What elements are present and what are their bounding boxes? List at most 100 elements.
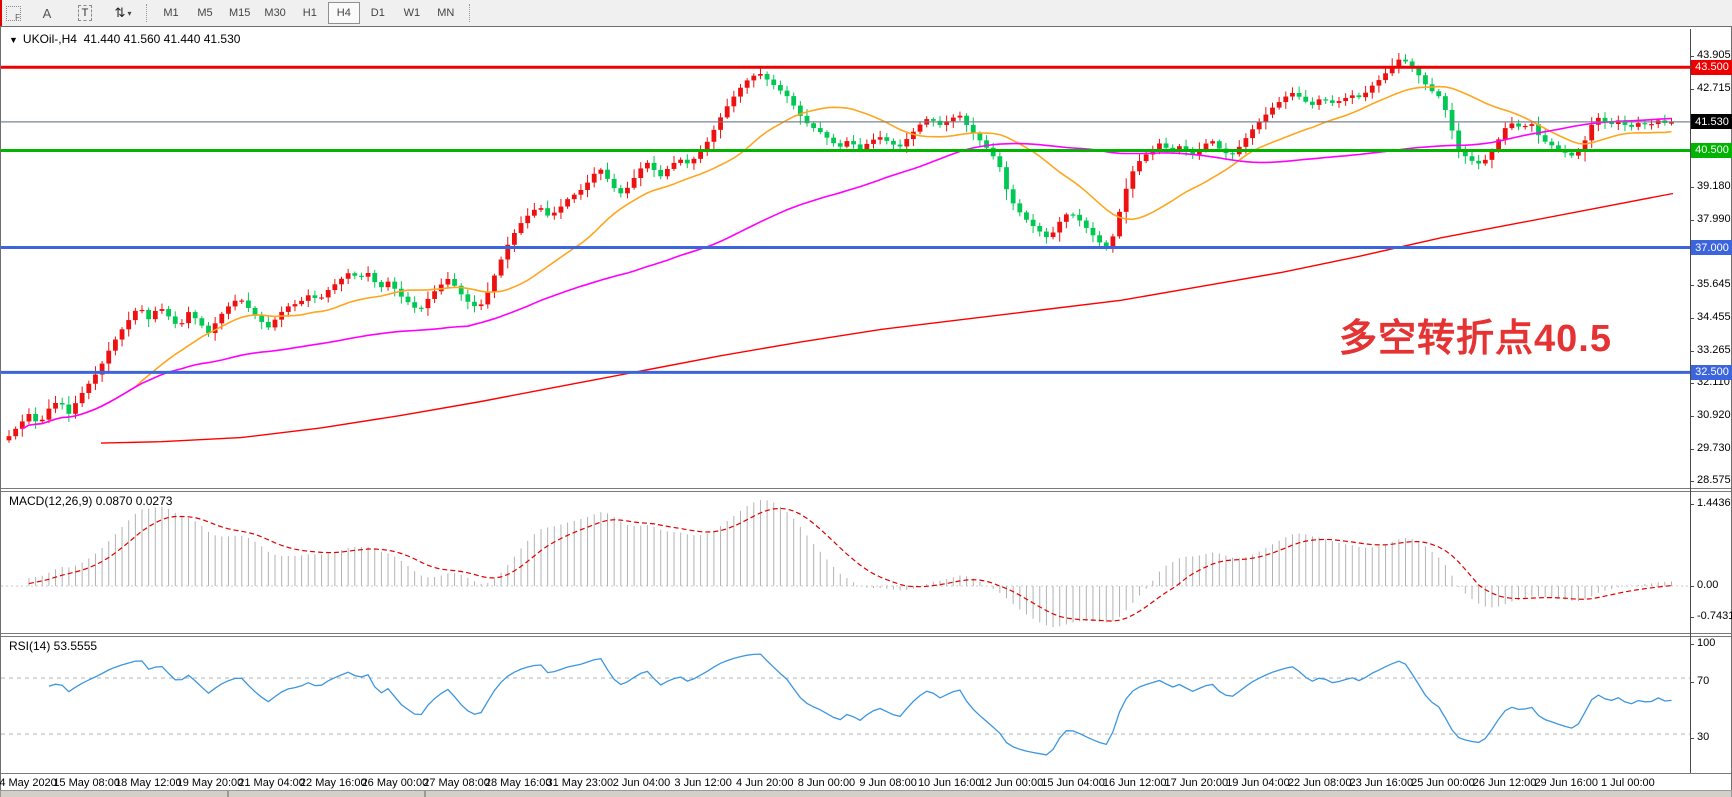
ma-slow-line xyxy=(100,192,1674,444)
price-badge-37.000: 37.000 xyxy=(1691,240,1732,256)
timeframe-h4-button[interactable]: H4 xyxy=(327,2,360,24)
price-tick: 30.920 xyxy=(1697,409,1731,422)
tick-mark xyxy=(1690,56,1694,57)
chevron-down-icon: ▾ xyxy=(127,8,132,18)
tick-mark xyxy=(1690,89,1694,90)
timeframe-m1-button[interactable]: M1 xyxy=(163,7,179,19)
timeframe-d1-button[interactable]: D1 xyxy=(370,7,385,19)
macd-tick: 0.00 xyxy=(1697,579,1719,591)
price-axis-line xyxy=(1690,29,1691,773)
date-label: 18 May 12:00 xyxy=(114,777,182,789)
date-label: 10 Jun 16:00 xyxy=(917,777,982,789)
timeframe-mn-button[interactable]: MN xyxy=(437,7,455,19)
date-label: 12 Jun 00:00 xyxy=(979,777,1044,789)
rsi-tick: 30 xyxy=(1697,731,1710,743)
tick-mark xyxy=(1690,285,1694,287)
candlesticks xyxy=(6,53,1674,443)
date-label: 19 Jun 04:00 xyxy=(1226,777,1290,789)
date-label: 21 May 04:00 xyxy=(238,777,305,789)
price-badge-32.500: 32.500 xyxy=(1691,364,1732,380)
price-tick: 29.730 xyxy=(1697,442,1731,455)
date-label: 2 Jun 04:00 xyxy=(612,777,671,789)
price-tick: 43.905 xyxy=(1697,49,1731,61)
timeframe-h1-button[interactable]: H1 xyxy=(302,7,317,19)
date-label: 25 Jun 00:00 xyxy=(1411,777,1475,789)
price-tick: 33.265 xyxy=(1697,344,1731,357)
symbols-button[interactable]: ⇅ ▾ xyxy=(107,2,139,24)
status-segment xyxy=(425,790,1732,797)
date-label: 27 May 08:00 xyxy=(423,777,490,789)
rsi-label: RSI(14) 53.5555 xyxy=(9,639,98,653)
macd-signal-line xyxy=(28,507,1672,622)
ma-fast-line xyxy=(21,85,1672,430)
tick-mark xyxy=(1690,416,1694,418)
macd-label: MACD(12,26,9) 0.0870 0.0273 xyxy=(9,494,173,508)
date-label: 8 Jun 00:00 xyxy=(797,777,856,789)
macd-tick: 1.4436 xyxy=(1697,497,1731,509)
macd-tick: -0.7431 xyxy=(1697,610,1732,623)
timeframe-m30-button[interactable]: M30 xyxy=(264,7,286,19)
ohlc-values: 41.440 41.560 41.440 41.530 xyxy=(83,32,241,46)
tick-mark xyxy=(1690,682,1694,683)
date-label: 15 May 08:00 xyxy=(53,777,120,789)
tick-mark xyxy=(1690,504,1694,505)
price-badge-40.500: 40.500 xyxy=(1691,142,1732,158)
date-label: 28 May 16:00 xyxy=(484,777,552,789)
toolbar-separator xyxy=(146,4,148,22)
timeframe-bar: M1 M5 M15 M30 H1 H4 D1 W1 MN xyxy=(155,2,462,24)
timeframe-m15-button[interactable]: M15 xyxy=(229,7,251,19)
price-badge-41.530: 41.530 xyxy=(1691,114,1732,130)
price-tick: 35.645 xyxy=(1697,278,1731,291)
tick-mark xyxy=(1690,586,1694,587)
text-label-t-button[interactable]: T xyxy=(69,2,101,24)
date-label: 1 Jul 00:00 xyxy=(1600,777,1655,789)
tick-mark xyxy=(1690,383,1694,385)
macd-histogram xyxy=(28,500,1672,627)
t-box-icon: T xyxy=(77,5,93,21)
ma-mid-line xyxy=(21,117,1672,430)
timeframe-w1-button[interactable]: W1 xyxy=(403,7,421,19)
chart-canvas[interactable] xyxy=(1,27,1731,791)
price-tick: 42.715 xyxy=(1697,82,1731,94)
collapse-triangle-icon[interactable]: ▼ xyxy=(9,35,18,45)
tick-mark xyxy=(1690,318,1694,320)
panel-divider[interactable] xyxy=(1,633,1731,634)
rsi-tick: 70 xyxy=(1697,675,1710,687)
date-label: 29 Jun 16:00 xyxy=(1534,777,1599,789)
date-label: 26 May 00:00 xyxy=(361,777,429,789)
price-tick: 34.455 xyxy=(1697,311,1731,324)
date-label: 4 Jun 20:00 xyxy=(736,777,794,789)
price-tick: 37.990 xyxy=(1697,213,1731,226)
timeframe-m5-button[interactable]: M5 xyxy=(197,7,213,19)
date-label: 22 Jun 08:00 xyxy=(1287,777,1352,789)
panel-divider[interactable] xyxy=(1,488,1731,489)
date-axis-divider xyxy=(1,773,1731,774)
date-label: 9 Jun 08:00 xyxy=(859,777,917,789)
status-strip xyxy=(0,790,1732,797)
text-annotation-a-button[interactable]: A xyxy=(42,5,52,21)
tick-mark xyxy=(1690,187,1694,189)
grid-icon[interactable]: F xyxy=(6,5,21,22)
status-segment xyxy=(0,790,228,797)
chart-annotation-text: 多空转折点40.5 xyxy=(1339,318,1612,360)
chart-window[interactable]: ▼ UKOil-,H4 41.440 41.560 41.440 41.530 M… xyxy=(0,26,1732,792)
price-tick: 39.180 xyxy=(1697,180,1731,193)
tick-mark xyxy=(1690,617,1694,619)
date-label: 23 Jun 16:00 xyxy=(1349,777,1414,789)
tick-mark xyxy=(1690,481,1694,483)
rsi-value-line xyxy=(48,653,1672,756)
date-label: 22 May 16:00 xyxy=(299,777,367,789)
toolbar-separator xyxy=(468,4,471,22)
date-label: 19 May 20:00 xyxy=(176,777,244,789)
tick-mark xyxy=(1690,644,1694,645)
date-label: 15 Jun 04:00 xyxy=(1041,777,1105,789)
date-label: 3 Jun 12:00 xyxy=(674,777,732,789)
toolbar-accent-edge xyxy=(0,0,2,26)
panel-divider xyxy=(1,491,1731,492)
status-segment xyxy=(228,790,425,797)
date-label: 26 Jun 12:00 xyxy=(1472,777,1537,789)
price-tick: 28.575 xyxy=(1697,474,1731,487)
date-label: 16 Jun 12:00 xyxy=(1102,777,1167,789)
tick-mark xyxy=(1690,220,1694,222)
date-label: 17 Jun 20:00 xyxy=(1164,777,1229,789)
